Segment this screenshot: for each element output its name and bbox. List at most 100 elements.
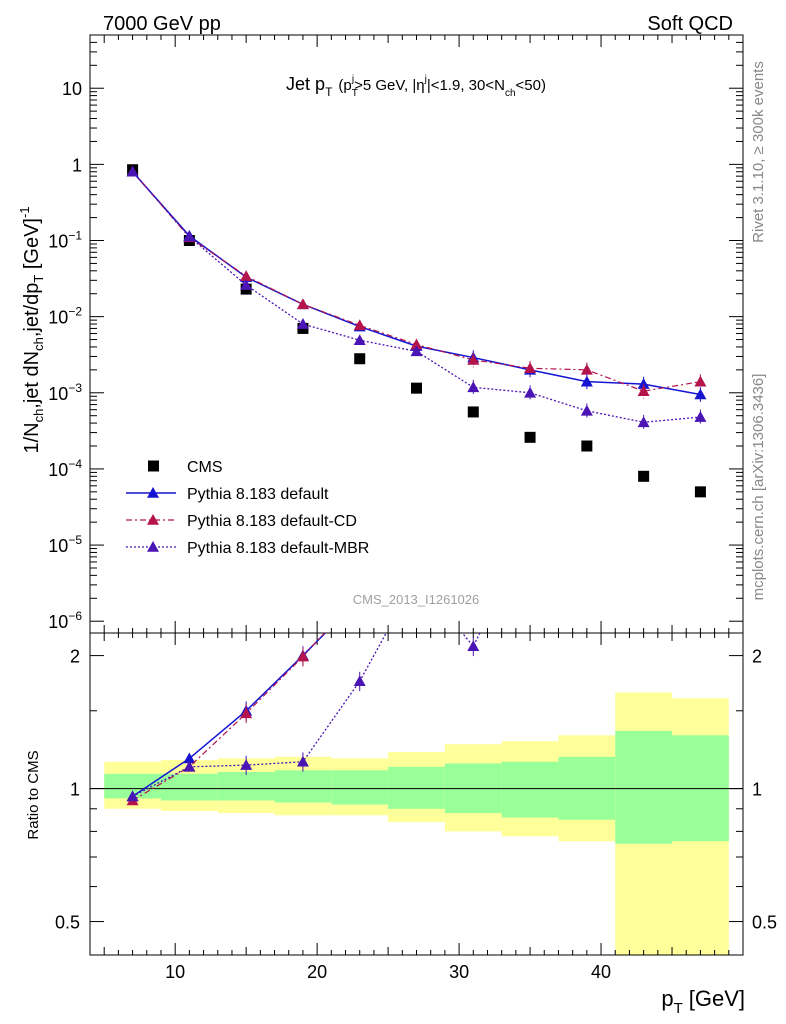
pythia-8-183-default-line bbox=[132, 171, 701, 396]
xlabel-sub: T bbox=[674, 1000, 683, 1017]
y-tick-label: 10−6 bbox=[48, 609, 82, 632]
pythia-8-183-default-cd-point bbox=[240, 270, 253, 281]
pythia-8-183-default-mbr-ratio-point bbox=[581, 578, 593, 589]
x-tick-label: 20 bbox=[307, 962, 327, 982]
pythia-8-183-default-mbr-ratio-point bbox=[296, 755, 309, 767]
y-tick-label: 10−3 bbox=[48, 381, 82, 404]
pythia-8-183-default-cd-point bbox=[410, 338, 423, 350]
pythia-8-183-default-cd-ratio-point bbox=[467, 482, 479, 493]
pythia-8-183-default-mbr-ratio-line bbox=[132, 633, 481, 797]
pythia-8-183-default-mbr-ratio-point bbox=[126, 790, 139, 802]
pythia-8-183-default-mbr-ratio-point bbox=[240, 759, 253, 770]
x-tick-label: 30 bbox=[449, 962, 469, 982]
pythia-8-183-default-cd-ratio-point bbox=[581, 341, 593, 352]
legend-marker-pythia-8-183-default bbox=[147, 487, 159, 498]
analysis-label: CMS_2013_I1261026 bbox=[353, 592, 480, 607]
pythia-8-183-default-mbr-ratio-point bbox=[694, 349, 706, 360]
y-tick-label: 1 bbox=[72, 155, 82, 175]
pythia-8-183-default-cd-ratio-line bbox=[132, 633, 326, 801]
pythia-8-183-default-mbr-point bbox=[296, 318, 309, 329]
mcplots-label: mcplots.cern.ch [arXiv:1306.3436] bbox=[750, 374, 767, 601]
ratio-ylabel: Ratio to CMS bbox=[25, 750, 42, 839]
legend-label-cms: CMS bbox=[187, 459, 223, 476]
pythia-8-183-default-cd-point bbox=[296, 298, 309, 310]
title-rest: (p bbox=[338, 77, 351, 94]
y-tick-label: 10 bbox=[62, 79, 82, 99]
ratio-y-tick-label-right: 1 bbox=[752, 780, 762, 800]
legend-label-pythia-8-183-default: Pythia 8.183 default bbox=[187, 486, 329, 503]
pythia-8-183-default-ratio-point bbox=[638, 251, 650, 262]
pythia-8-183-default-ratio-point bbox=[183, 752, 196, 764]
pythia-8-183-default-point bbox=[637, 378, 650, 389]
title-sup-j2: j bbox=[424, 74, 427, 85]
pythia-8-183-default-mbr-line bbox=[132, 171, 701, 423]
legend-label-pythia-8-183-default-mbr: Pythia 8.183 default-MBR bbox=[187, 540, 369, 557]
legend: CMS Pythia 8.183 default Pythia 8.183 defa… bbox=[126, 459, 369, 557]
pythia-8-183-default-mbr-point bbox=[694, 411, 707, 422]
ratio-y-tick-label: 0.5 bbox=[55, 913, 80, 933]
pythia-8-183-default-cd-point bbox=[524, 362, 537, 374]
pythia-8-183-default-mbr-ratio-point bbox=[353, 675, 366, 687]
pythia-8-183-default-mbr-ratio-point bbox=[524, 526, 536, 537]
x-axis-label: pT [GeV] bbox=[661, 986, 745, 1017]
pythia-8-183-default-mbr-point bbox=[580, 404, 593, 416]
pythia-8-183-default-ratio-point bbox=[467, 466, 479, 477]
ratio-y-tick-label-right: 2 bbox=[752, 647, 762, 667]
title-main: Jet p bbox=[286, 74, 325, 94]
pythia-8-183-default-mbr-point bbox=[637, 416, 650, 428]
band-inner bbox=[615, 730, 673, 844]
pythia-8-183-default-mbr-ratio-point bbox=[467, 640, 480, 652]
pythia-8-183-default-mbr-point bbox=[353, 334, 366, 346]
cms-point bbox=[411, 382, 422, 394]
pythia-8-183-default-cd-point bbox=[467, 353, 480, 365]
main-ylabel: 1/Nch,jet dNch,jet/dpT [GeV]-1 bbox=[17, 206, 46, 453]
main-panel: CMS_2013_I1261026 Jet pT (pTj>5 GeV, |ηj|… bbox=[17, 34, 744, 634]
pythia-8-183-default-ratio-point bbox=[411, 537, 423, 548]
cms-point bbox=[694, 486, 706, 498]
title-cut1: >5 GeV, |η bbox=[354, 77, 424, 94]
pythia-8-183-default-cd-point bbox=[580, 363, 593, 375]
ratio-y-tick-label-right: 0.5 bbox=[752, 913, 777, 933]
cms-point bbox=[638, 470, 650, 482]
pythia-8-183-default-mbr-point bbox=[183, 230, 196, 242]
energy-label: 7000 GeV pp bbox=[103, 13, 221, 35]
pythia-8-183-default-cd-line bbox=[132, 171, 701, 392]
pythia-8-183-default-cd-point bbox=[637, 385, 650, 396]
ratio-y-tick-label: 1 bbox=[70, 780, 80, 800]
pythia-8-183-default-mbr-ratio-point bbox=[183, 760, 196, 772]
pythia-8-183-default-mbr-point bbox=[410, 345, 423, 357]
pythia-8-183-default-cd-ratio-point bbox=[296, 650, 309, 662]
band-inner bbox=[217, 772, 275, 801]
svg-text:1/Nch,jet dNch,jet/dpT [GeV]-1: 1/Nch,jet dNch,jet/dpT [GeV]-1 bbox=[17, 206, 46, 453]
title-cut2: |<1.9, 30<N bbox=[427, 77, 505, 94]
pythia-8-183-default-cd-ratio-point bbox=[638, 290, 650, 301]
process-label: Soft QCD bbox=[647, 13, 733, 35]
cms-point bbox=[581, 440, 593, 452]
pythia-8-183-default-cd-ratio-point bbox=[240, 707, 253, 719]
pythia-8-183-default-mbr-ratio-point bbox=[411, 572, 423, 583]
legend-marker-cms bbox=[148, 460, 159, 472]
cms-point bbox=[467, 406, 479, 418]
band-inner bbox=[331, 770, 389, 805]
rivet-label: Rivet 3.1.10, ≥ 300k events bbox=[750, 61, 767, 243]
pythia-8-183-default-point bbox=[694, 388, 707, 400]
ratio-y-tick-label: 2 bbox=[70, 647, 80, 667]
legend-marker-pythia-8-183-default-cd bbox=[147, 514, 159, 525]
title-cut3: <50) bbox=[516, 77, 546, 94]
band-inner bbox=[501, 761, 559, 818]
pythia-8-183-default-mbr-point bbox=[126, 165, 139, 177]
cms-point bbox=[524, 431, 536, 443]
band-inner bbox=[274, 770, 332, 803]
y-tick-label: 10−4 bbox=[48, 457, 82, 480]
legend-label-pythia-8-183-default-cd: Pythia 8.183 default-CD bbox=[187, 513, 357, 530]
x-tick-label: 40 bbox=[591, 962, 611, 982]
y-tick-label: 10−2 bbox=[48, 305, 82, 328]
band-inner bbox=[388, 766, 445, 809]
ratio-series-group bbox=[126, 251, 706, 806]
title-sup-j: j bbox=[351, 74, 354, 85]
legend-marker-pythia-8-183-default-mbr bbox=[147, 541, 159, 552]
y-tick-label: 10−5 bbox=[48, 533, 82, 556]
main-title: Jet pT (pTj>5 GeV, |ηj|<1.9, 30<Nch<50) bbox=[286, 74, 546, 99]
main-series-group bbox=[126, 164, 707, 498]
pythia-8-183-default-mbr-point bbox=[467, 381, 480, 393]
